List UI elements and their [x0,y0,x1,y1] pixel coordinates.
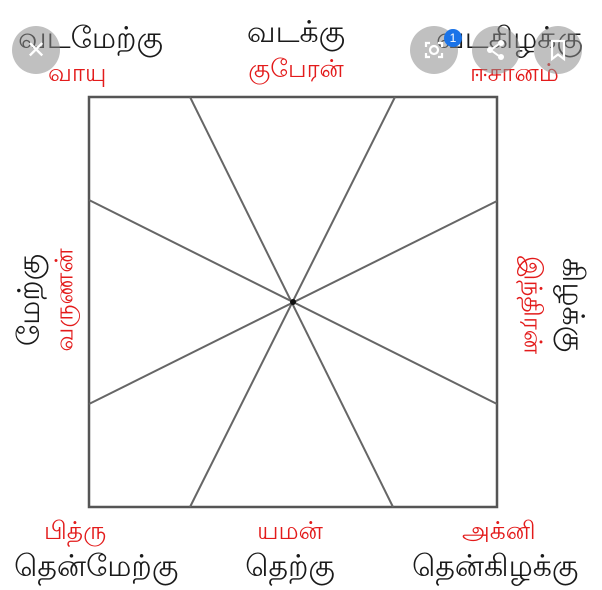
bookmark-button[interactable] [534,26,582,74]
direction-southwest: தென்மேற்கு [14,549,179,584]
share-icon [487,40,504,60]
direction-south: தெற்கு [245,549,335,584]
deity-east: இந்திரன் [518,256,548,354]
direction-east: கிழக்கு [555,257,590,353]
close-button[interactable]: ✕ [12,26,60,74]
direction-north: வடக்கு [246,15,346,50]
deity-northwest: வாயு [48,58,107,87]
deity-southwest: பித்ரு [44,516,107,545]
square-frame [87,95,499,509]
deity-west: வருணன் [49,248,79,352]
deity-south: யமன் [257,516,323,545]
bookmark-icon [550,39,566,62]
center-point [290,299,296,305]
deity-north: குபேரன் [248,54,344,83]
direction-west: மேற்கு [12,253,47,347]
direction-southeast: தென்கிழக்கு [412,549,579,584]
notification-badge: 1 [444,29,462,47]
deity-southeast: அக்னி [462,516,536,545]
lens-icon [424,41,444,59]
share-button[interactable] [472,26,520,74]
close-icon: ✕ [25,36,47,64]
